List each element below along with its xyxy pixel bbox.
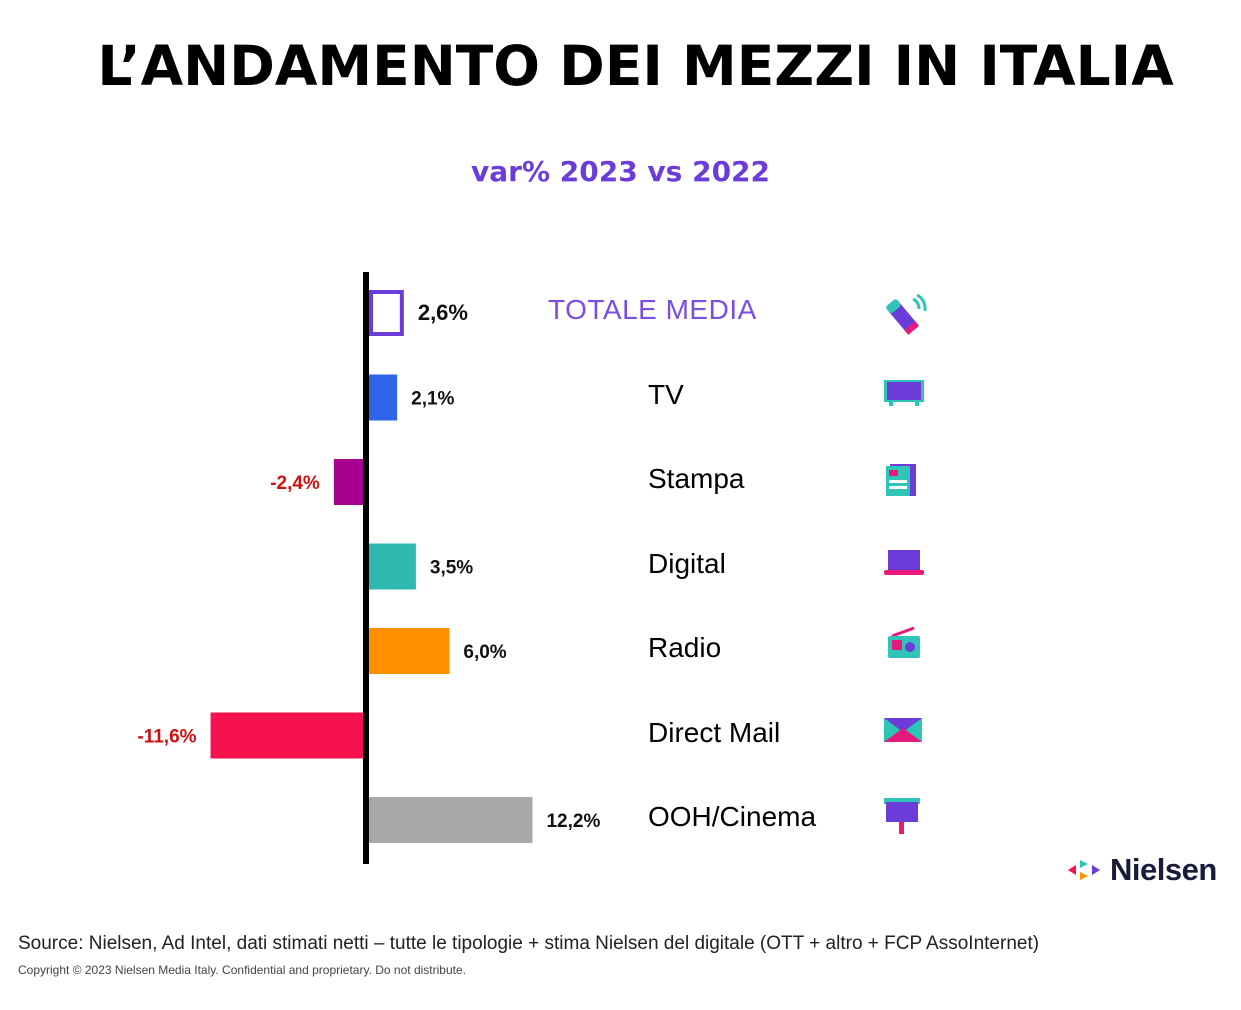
value-label-stampa: -2,4% bbox=[270, 473, 320, 494]
bar-chart: 2,6% 2,1% -2,4% 3,5% 6,0% -11,6% 12,2% bbox=[137, 272, 600, 864]
value-label-direct-mail: -11,6% bbox=[137, 727, 196, 748]
value-label-radio: 6,0% bbox=[463, 642, 506, 663]
billboard-icon bbox=[882, 796, 922, 841]
category-label-radio: Radio bbox=[648, 632, 722, 663]
category-label-digital: Digital bbox=[648, 547, 726, 579]
value-label-tv: 2,1% bbox=[411, 389, 454, 410]
category-label-direct-mail: Direct Mail bbox=[648, 716, 781, 748]
logo-text: Nielsen bbox=[1110, 852, 1217, 887]
category-label-totale-media: TOTALE MEDIA bbox=[548, 294, 757, 325]
bar-radio bbox=[369, 628, 450, 674]
value-label-totale-media: 2,6% bbox=[418, 300, 468, 325]
category-label-tv: TV bbox=[648, 378, 684, 410]
bar-ooh-cinema bbox=[369, 797, 533, 843]
laptop-icon bbox=[882, 548, 926, 583]
bar-totale-media bbox=[369, 290, 404, 336]
microphone-icon bbox=[877, 293, 927, 348]
tv-icon bbox=[882, 378, 926, 413]
bar-stampa bbox=[333, 459, 366, 505]
bar-digital bbox=[369, 543, 416, 590]
copyright-note: Copyright © 2023 Nielsen Media Italy. Co… bbox=[18, 963, 466, 977]
category-label-ooh-cinema: OOH/Cinema bbox=[648, 801, 817, 832]
bar-direct-mail bbox=[210, 712, 366, 759]
bar-tv bbox=[369, 374, 398, 421]
category-label-stampa: Stampa bbox=[648, 463, 745, 494]
radio-icon bbox=[886, 626, 922, 665]
value-label-ooh-cinema: 12,2% bbox=[546, 811, 600, 832]
source-note: Source: Nielsen, Ad Intel, dati stimati … bbox=[18, 933, 1040, 954]
envelope-icon bbox=[882, 716, 924, 751]
nielsen-logo: Nielsen bbox=[1066, 850, 1217, 890]
chart-subtitle: var% 2023 vs 2022 bbox=[470, 155, 771, 188]
newspaper-icon bbox=[884, 462, 920, 503]
value-label-digital: 3,5% bbox=[430, 558, 473, 579]
nielsen-mark-icon bbox=[1068, 860, 1100, 880]
chart-title: L’ANDAMENTO DEI MEZZI IN ITALIA bbox=[97, 34, 1174, 98]
